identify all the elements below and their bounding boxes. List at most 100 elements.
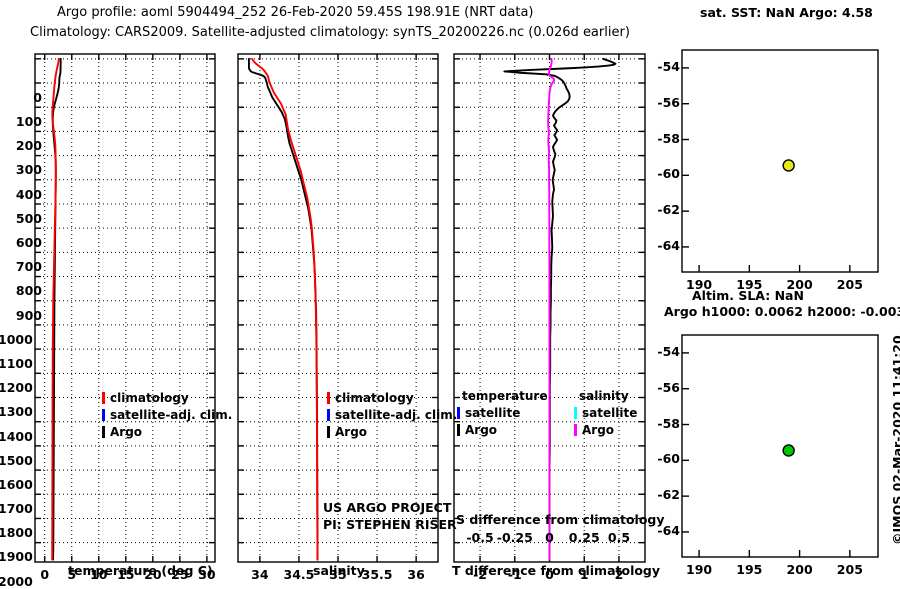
latitude-tick-label: -58 <box>657 130 680 146</box>
temperature-tick-label: 10 <box>90 567 108 582</box>
altim-sla-map-panel: -54 -56 -58 -60 -62 -64 190 195 200 205 <box>657 325 900 577</box>
legend-label-climatology: climatology <box>110 391 189 405</box>
depth-tick-label: 1000 <box>0 331 33 347</box>
legend-label-salinity-argo: Argo <box>582 423 615 437</box>
salinity-plot-svg <box>237 53 439 563</box>
longitude-tick-label: 200 <box>786 562 813 577</box>
series-climatology <box>251 57 319 561</box>
s-difference-tick-label: -0.25 <box>496 530 533 545</box>
salinity-tick-label: 35.5 <box>361 567 393 582</box>
depth-tick-label: 900 <box>15 307 42 323</box>
latitude-tick-label: -58 <box>657 415 680 431</box>
temperature-xaxis-label: temperature (deg C) <box>68 563 213 578</box>
altim-sla-title: Altim. SLA: NaN <box>692 288 804 303</box>
difference-legend: temperature salinity satellite satellite… <box>454 388 645 439</box>
legend-swatch-satellite-adj-clim <box>327 409 330 421</box>
sat-sst-title: sat. SST: NaN Argo: 4.58 <box>700 5 873 20</box>
latitude-tick-label: -54 <box>657 343 680 359</box>
legend-label-temperature-argo: Argo <box>465 423 498 437</box>
legend-group-temperature: temperature <box>462 389 548 403</box>
depth-tick-label: 1500 <box>0 452 33 468</box>
legend-label-climatology: climatology <box>335 391 414 405</box>
sat-sst-map-panel: -54 -56 -58 -60 -62 -64 190 195 200 205 <box>657 40 900 292</box>
s-difference-tick-label: 0.25 <box>568 530 600 545</box>
salinity-tick-label: 34.5 <box>283 567 315 582</box>
latitude-tick-label: -56 <box>657 379 680 395</box>
depth-tick-label: 400 <box>15 186 42 202</box>
series-t-difference-argo <box>503 57 617 561</box>
series-argo <box>247 57 319 561</box>
salinity-tick-label: 36 <box>407 567 425 582</box>
depth-tick-label: 1800 <box>0 525 33 541</box>
temperature-tick-label: 15 <box>117 567 135 582</box>
legend-label-argo: Argo <box>110 425 143 439</box>
latitude-tick-label: -62 <box>657 202 680 218</box>
longitude-tick-label: 195 <box>736 562 763 577</box>
legend-label-salinity-satellite: satellite <box>582 406 638 420</box>
depth-tick-label: 500 <box>15 210 42 226</box>
longitude-tick-label: 205 <box>836 277 863 292</box>
t-difference-tick-label: 2 <box>614 567 624 582</box>
page-title-line2: Climatology: CARS2009. Satellite-adjuste… <box>30 25 630 40</box>
salinity-tick-label: 34 <box>251 567 269 582</box>
altim-sla-map-svg <box>681 334 879 558</box>
depth-tick-label: 1700 <box>0 501 33 517</box>
difference-xaxis-label: T difference from climatology <box>452 563 661 578</box>
s-difference-tick-label: -0.5 <box>466 530 494 545</box>
legend-group-salinity: salinity <box>579 389 629 403</box>
longitude-tick-label: 195 <box>736 277 763 292</box>
temperature-tick-label: 0 <box>40 567 50 582</box>
latitude-tick-label: -54 <box>657 58 680 74</box>
sat-sst-map-svg <box>681 49 879 273</box>
depth-tick-label: 600 <box>15 234 42 250</box>
depth-tick-label: 1400 <box>0 428 33 444</box>
series-climatology <box>51 57 60 561</box>
depth-tick-label: 200 <box>15 138 42 154</box>
temperature-plot-svg <box>34 53 216 563</box>
temperature-tick-label: 30 <box>198 567 216 582</box>
depth-tick-label: 2000 <box>0 573 33 589</box>
depth-tick-label: 1100 <box>0 355 33 371</box>
series-s-difference-argo <box>547 57 556 561</box>
legend-label-argo: Argo <box>335 425 368 439</box>
depth-tick-label: 1600 <box>0 476 33 492</box>
s-difference-tick-label: 0.5 <box>607 530 631 545</box>
depth-tick-label: 0 <box>33 89 42 105</box>
salinity-panel: 34 34.5 35 35.5 36 climatology satellite-adj… <box>225 40 457 582</box>
temperature-tick-label: 25 <box>171 567 189 582</box>
difference-plot-svg <box>453 53 646 563</box>
longitude-tick-label: 190 <box>686 277 713 292</box>
depth-tick-label: 1200 <box>0 380 33 396</box>
depth-tick-label: 800 <box>15 283 42 299</box>
depth-tick-label: 700 <box>15 259 42 275</box>
temperature-tick-label: 5 <box>67 567 77 582</box>
legend-swatch-salinity-satellite <box>574 407 577 419</box>
temperature-panel: 0 100 200 300 400 500 600 700 800 900 1000 1100 1200… <box>0 40 232 589</box>
longitude-tick-label: 205 <box>836 562 863 577</box>
depth-tick-label: 1300 <box>0 404 33 420</box>
legend-label-satellite-adj-clim: satellite-adj. clim. <box>335 408 458 422</box>
t-difference-tick-label: 0 <box>545 567 554 582</box>
longitude-tick-label: 200 <box>786 277 813 292</box>
latitude-tick-label: -60 <box>657 451 680 467</box>
watermark-project: US ARGO PROJECT <box>323 500 452 515</box>
latitude-tick-label: -64 <box>657 237 680 253</box>
legend-swatch-salinity-argo <box>574 424 577 436</box>
legend-label-satellite-adj-clim: satellite-adj. clim. <box>110 408 233 422</box>
legend-swatch-argo <box>102 426 105 438</box>
depth-tick-label: 1900 <box>0 549 33 565</box>
legend-swatch-temperature-argo <box>457 424 460 436</box>
t-difference-tick-label: -1 <box>507 567 522 582</box>
legend-swatch-argo <box>327 426 330 438</box>
t-difference-tick-label: 1 <box>579 567 589 582</box>
latitude-tick-label: -64 <box>657 522 680 538</box>
s-difference-tick-label: 0 <box>545 530 554 545</box>
difference-xaxis-label-top: S difference from climatology <box>456 512 665 527</box>
float-position-marker <box>782 444 795 457</box>
depth-tick-label: 300 <box>15 162 42 178</box>
copyright-label: ©IMOS 02-Mar-2020 11:41:20 <box>890 335 900 545</box>
temperature-tick-label: 20 <box>144 567 162 582</box>
page-title-line1: Argo profile: aoml 5904494_252 26-Feb-20… <box>57 5 534 20</box>
t-difference-tick-label: -2 <box>473 567 487 582</box>
latitude-tick-label: -56 <box>657 94 680 110</box>
